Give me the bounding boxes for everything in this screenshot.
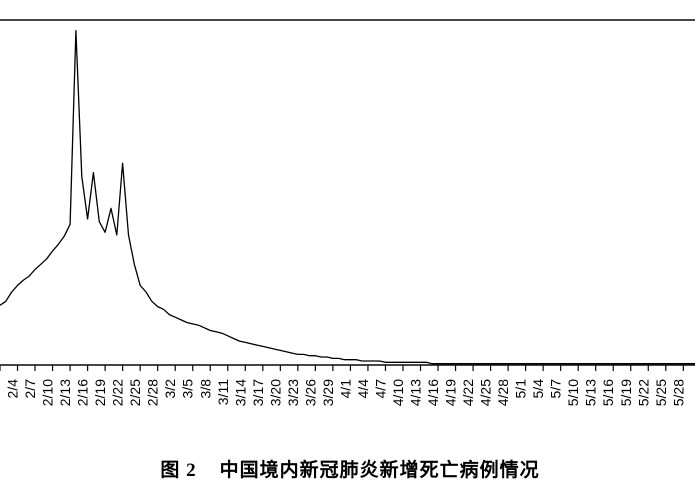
x-tick-label: 2/28: [145, 379, 161, 406]
x-tick-label: 5/13: [583, 379, 599, 406]
x-tick-label: 5/10: [565, 379, 581, 406]
x-tick-label: 4/1: [337, 379, 353, 399]
x-tick-label: 3/17: [250, 379, 266, 406]
x-tick-label: 5/4: [530, 379, 546, 399]
caption-prefix: 图 2: [160, 460, 196, 481]
x-tick-label: 2/22: [110, 379, 126, 406]
x-tick-label: 3/2: [162, 379, 178, 399]
deaths-line-chart: 2/12/42/72/102/132/162/192/222/252/283/2…: [0, 0, 700, 500]
x-tick-label: 2/1: [0, 379, 3, 399]
x-tick-label: 4/25: [478, 379, 494, 406]
figure-caption: 图 2 中国境内新冠肺炎新增死亡病例情况: [0, 455, 700, 482]
x-tick-label: 4/13: [408, 379, 424, 406]
x-tick-label: 5/28: [670, 379, 686, 406]
x-tick-label: 3/29: [320, 379, 336, 406]
x-tick-label: 5/25: [653, 379, 669, 406]
x-tick-label: 2/13: [57, 379, 73, 406]
x-tick-label: 3/5: [180, 379, 196, 399]
x-tick-label: 4/7: [372, 379, 388, 399]
x-tick-label: 3/11: [215, 379, 231, 405]
x-tick-label: 4/19: [443, 379, 459, 406]
caption-text: 中国境内新冠肺炎新增死亡病例情况: [220, 460, 540, 481]
x-tick-label: 2/25: [127, 379, 143, 406]
x-tick-label: 2/4: [5, 379, 21, 399]
x-tick-label: 2/7: [22, 379, 38, 399]
x-tick-label: 2/19: [92, 379, 108, 406]
x-tick-label: 4/16: [425, 379, 441, 406]
x-tick-label: 2/16: [75, 379, 91, 406]
x-tick-label: 5/19: [618, 379, 634, 406]
x-tick-label: 4/10: [390, 379, 406, 406]
x-tick-label: 3/14: [232, 379, 248, 406]
x-tick-label: 5/1: [513, 379, 529, 399]
x-tick-label: 4/4: [355, 379, 371, 399]
x-tick-label: 3/26: [302, 379, 318, 406]
x-tick-label: 5/16: [600, 379, 616, 406]
x-tick-label: 3/20: [267, 379, 283, 406]
x-tick-label: 3/23: [285, 379, 301, 406]
x-tick-label: 4/22: [460, 379, 476, 406]
x-tick-label: 4/28: [495, 379, 511, 406]
x-tick-label: 5/22: [635, 379, 651, 406]
deaths-series-line: [0, 31, 695, 364]
x-tick-label: 5/7: [548, 379, 564, 399]
x-tick-label: 2/10: [40, 379, 56, 406]
x-tick-label: 3/8: [197, 379, 213, 399]
